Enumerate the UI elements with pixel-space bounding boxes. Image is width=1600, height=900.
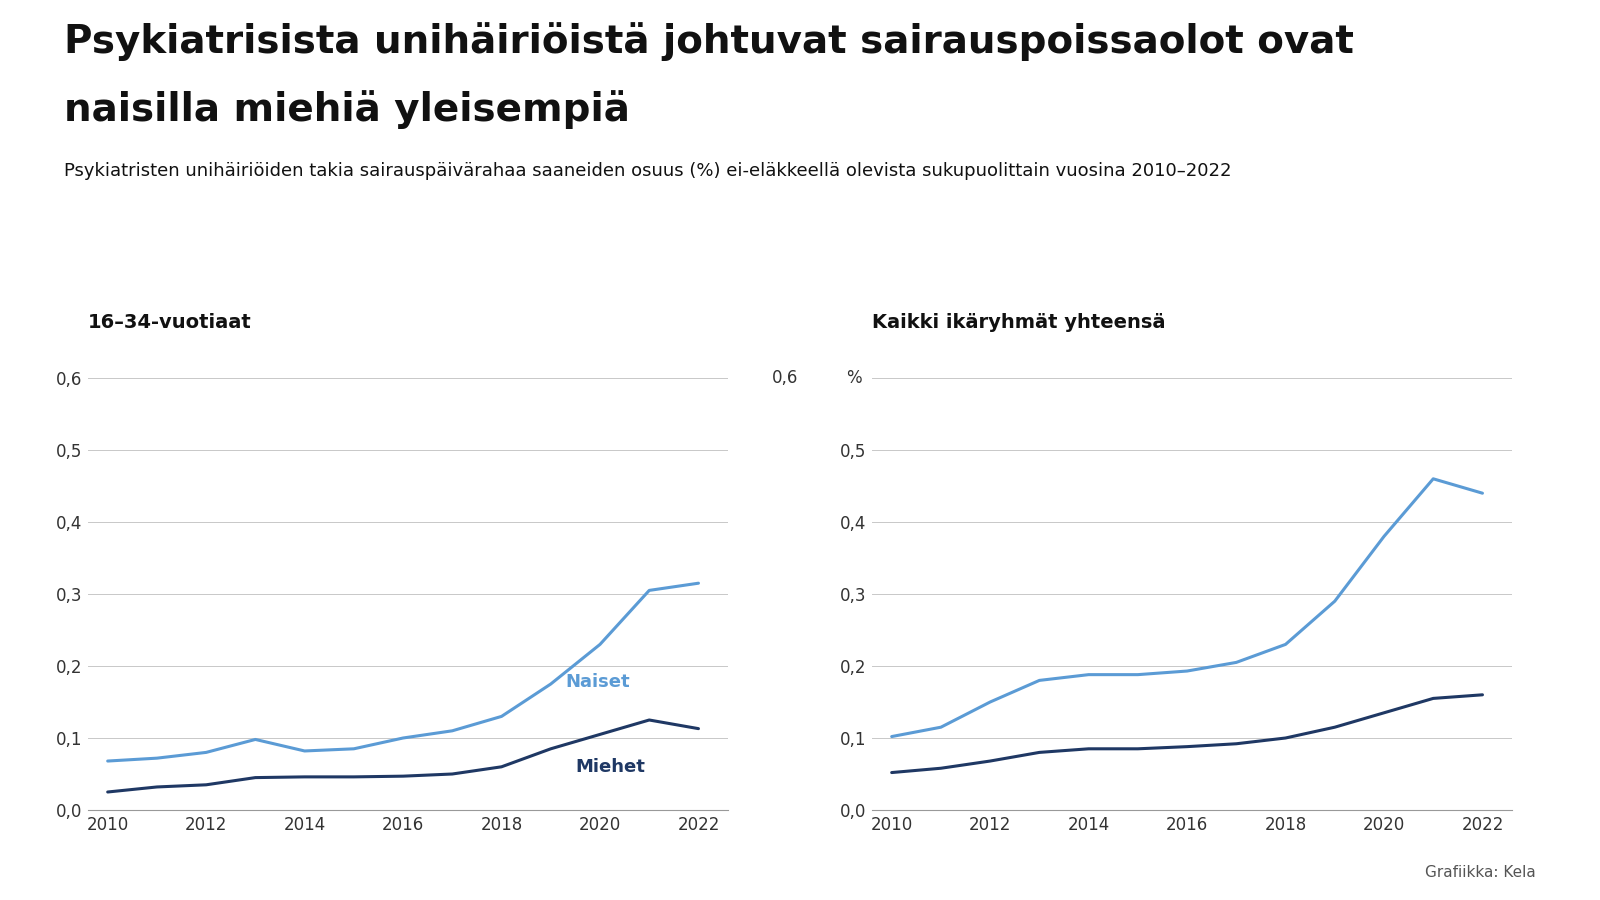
Text: Grafiikka: Kela: Grafiikka: Kela — [1426, 865, 1536, 880]
Text: %: % — [846, 369, 862, 387]
Text: naisilla miehiä yleisempiä: naisilla miehiä yleisempiä — [64, 90, 630, 129]
Text: 16–34-vuotiaat: 16–34-vuotiaat — [88, 313, 251, 332]
Text: 0,6: 0,6 — [773, 369, 798, 387]
Text: Naiset: Naiset — [565, 673, 630, 691]
Text: Psykiatristen unihäiriöiden takia sairauspäivärahaa saaneiden osuus (%) ei-eläkk: Psykiatristen unihäiriöiden takia sairau… — [64, 162, 1232, 180]
Text: Psykiatrisista unihäiriöistä johtuvat sairauspoissaolot ovat: Psykiatrisista unihäiriöistä johtuvat sa… — [64, 22, 1354, 61]
Text: Kaikki ikäryhmät yhteensä: Kaikki ikäryhmät yhteensä — [872, 313, 1165, 332]
Text: Miehet: Miehet — [576, 758, 645, 776]
